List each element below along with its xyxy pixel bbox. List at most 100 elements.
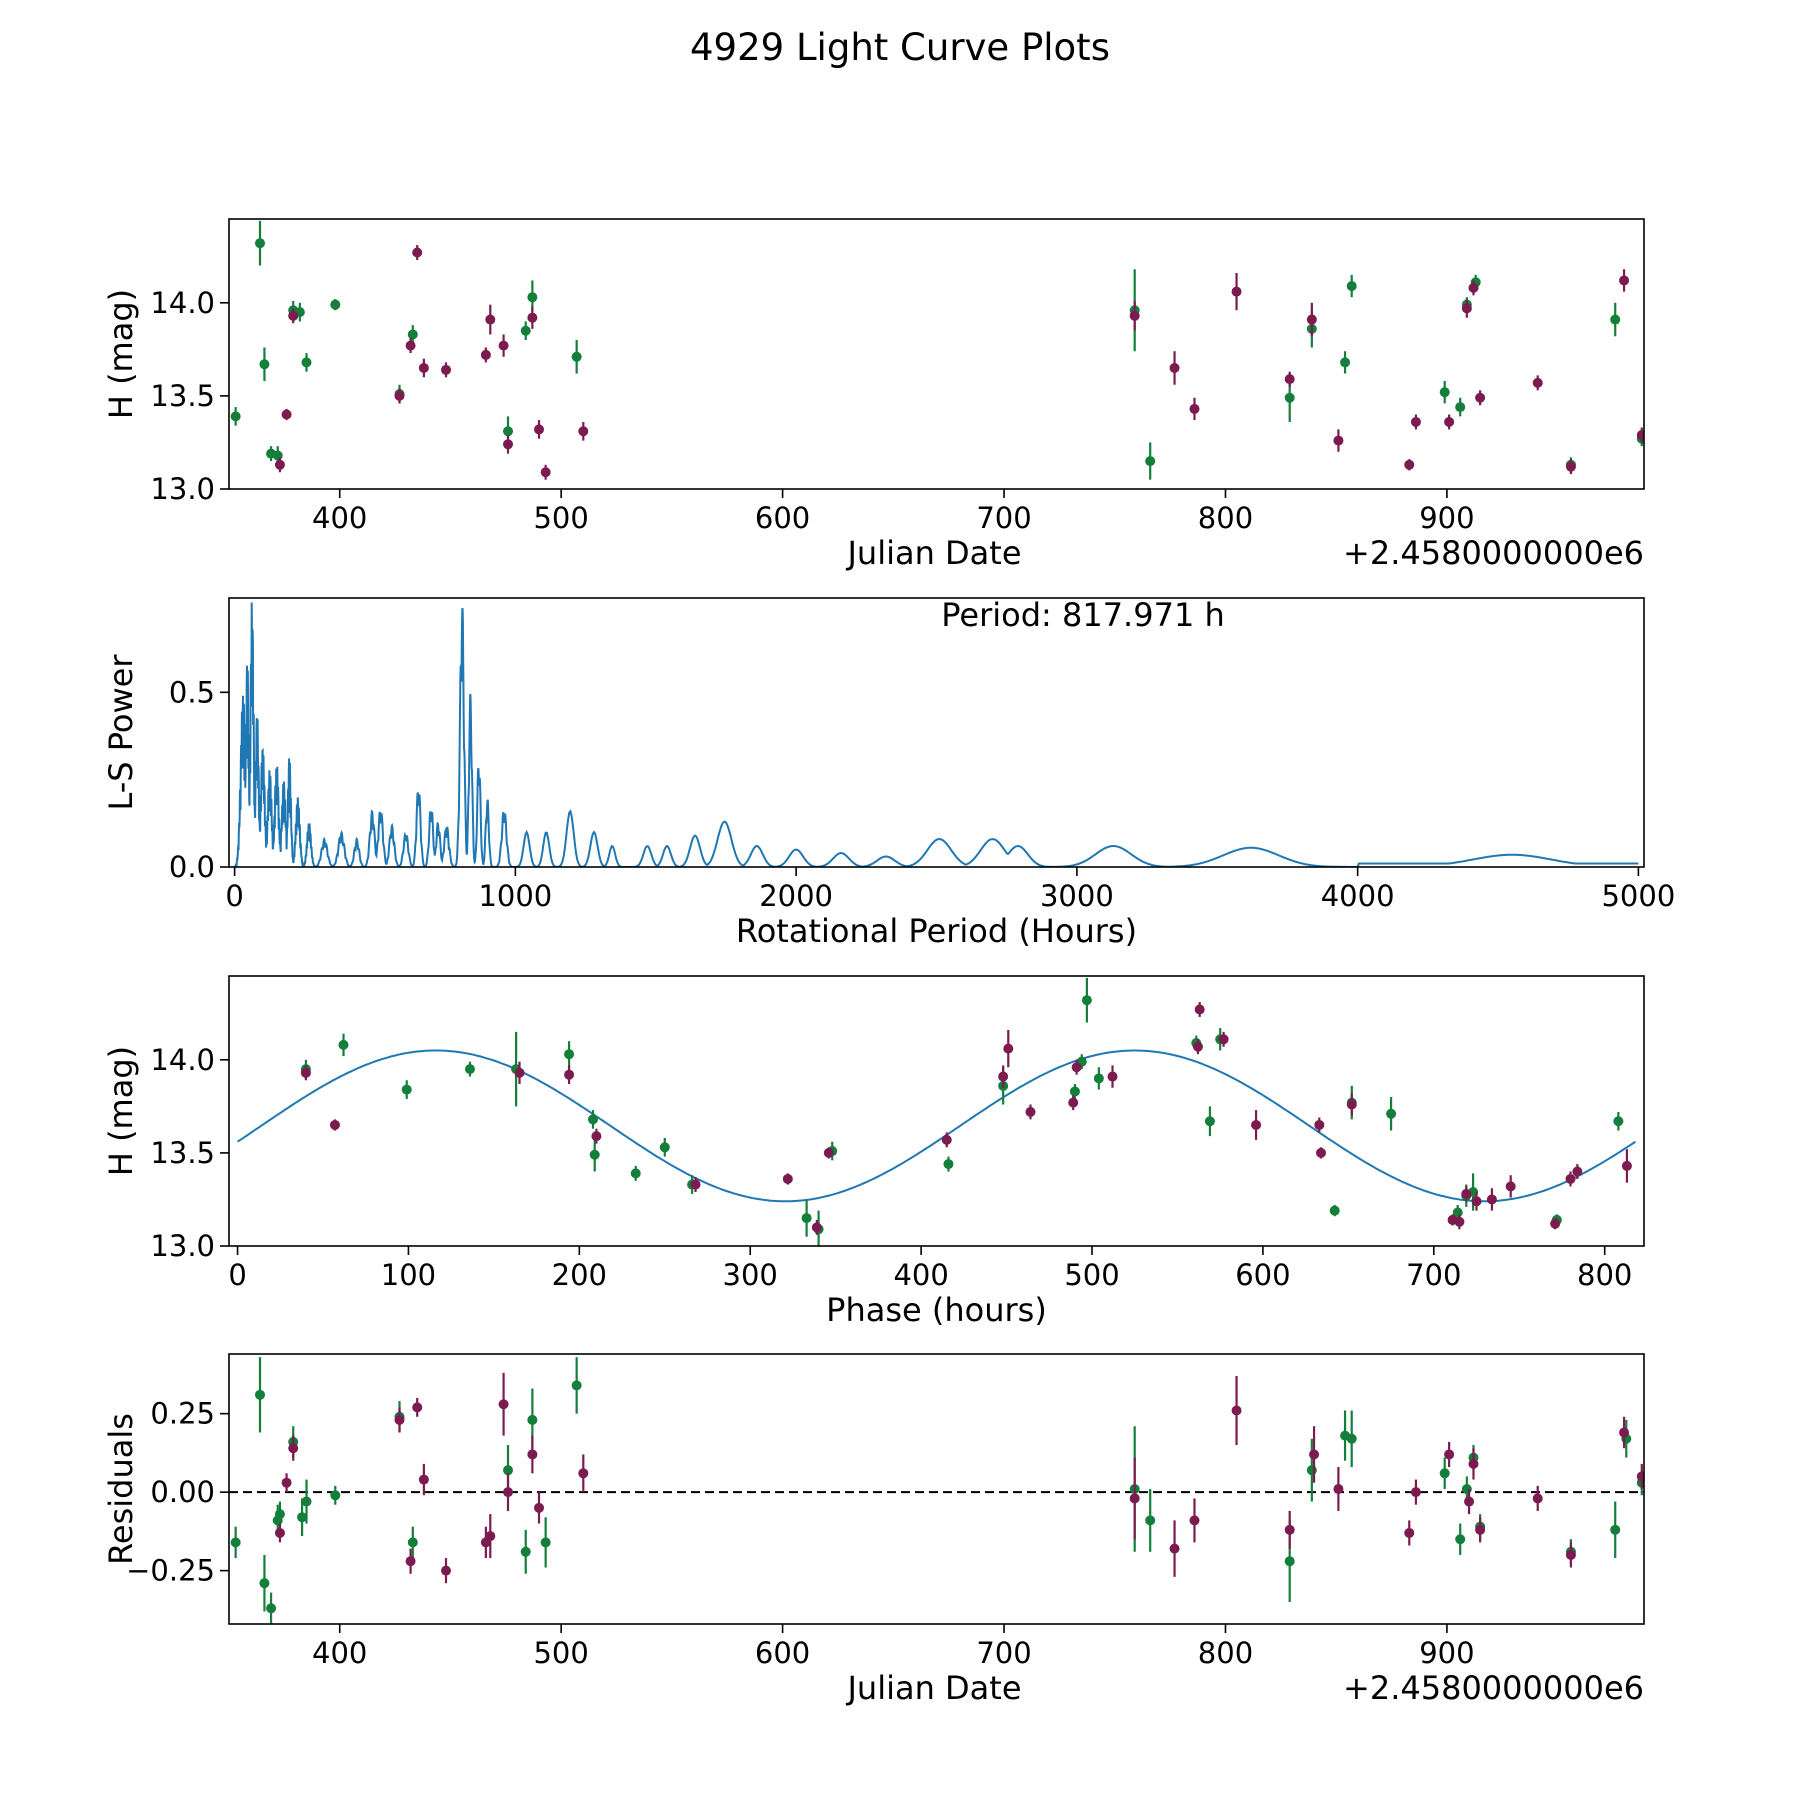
x-axis-label: Phase (hours) [826, 1291, 1047, 1329]
data-point [941, 1134, 952, 1145]
x-tick-label: 600 [755, 1636, 810, 1670]
y-tick-label: 14.0 [150, 1043, 215, 1077]
periodogram-panel: 0 1000 2000 3000 4000 5000 0.0 0.5 Rotational Pe… [102, 596, 1675, 950]
data-point [1404, 459, 1415, 470]
data-point [1404, 1527, 1415, 1538]
data-point [1486, 1194, 1497, 1205]
y-axis-label: H (mag) [102, 1046, 140, 1176]
data-point [1169, 362, 1180, 373]
data-point [588, 1114, 599, 1125]
data-point [1346, 1433, 1357, 1444]
data-point [281, 409, 292, 420]
data-point [527, 312, 538, 323]
data-point [1025, 1106, 1036, 1117]
data-point [503, 1465, 514, 1476]
data-point [534, 1502, 545, 1513]
plot-area [236, 977, 1637, 1246]
data-point [1069, 1086, 1080, 1097]
data-point [1340, 357, 1351, 368]
data-point [1346, 1099, 1357, 1110]
x-tick-label: 900 [1419, 1636, 1474, 1670]
data-point [330, 299, 341, 310]
data-point [480, 349, 491, 360]
data-point [464, 1064, 475, 1075]
data-point [1003, 1043, 1014, 1054]
data-point [1309, 1449, 1320, 1460]
data-point [578, 426, 589, 437]
data-point [527, 1414, 538, 1425]
data-point [274, 1527, 285, 1538]
x-tick-label: 4000 [1321, 879, 1395, 913]
x-tick-label: 700 [1406, 1258, 1461, 1292]
data-point [564, 1049, 575, 1060]
x-tick-label: 2000 [759, 879, 833, 913]
data-point [288, 310, 299, 321]
data-point [1565, 1549, 1576, 1560]
data-point [1231, 286, 1242, 297]
data-point [288, 1443, 299, 1454]
x-tick-label: 300 [723, 1258, 778, 1292]
data-point [1565, 1173, 1576, 1184]
data-point [418, 1474, 429, 1485]
data-point [405, 1556, 416, 1567]
data-point [301, 1496, 312, 1507]
y-tick-label: 0.00 [150, 1475, 215, 1509]
y-tick-label: 0.0 [169, 850, 215, 884]
x-tick-label: 800 [1198, 1636, 1253, 1670]
fit-curve [236, 1049, 1637, 1203]
data-point [230, 411, 241, 422]
data-point [630, 1168, 641, 1179]
x-tick-label: 0 [228, 1258, 246, 1292]
data-point [690, 1179, 701, 1190]
data-point [1468, 1458, 1479, 1469]
data-point [230, 1537, 241, 1548]
y-tick-label: 14.0 [150, 286, 215, 320]
data-point [1314, 1119, 1325, 1130]
data-point [811, 1222, 822, 1233]
x-tick-label: 800 [1577, 1258, 1632, 1292]
x-tick-label: 400 [312, 501, 367, 535]
data-point [1194, 1004, 1205, 1015]
data-point [1454, 1216, 1465, 1227]
data-point [297, 1512, 308, 1523]
data-point [540, 467, 551, 478]
data-point [1461, 1188, 1472, 1199]
data-point [571, 351, 582, 362]
data-point [300, 1067, 311, 1078]
data-point [1464, 1496, 1475, 1507]
data-point [394, 390, 405, 401]
data-point [418, 362, 429, 373]
data-point [255, 1389, 266, 1400]
data-point [401, 1084, 412, 1095]
data-point [782, 1173, 793, 1184]
data-point [801, 1213, 812, 1224]
data-point [571, 1380, 582, 1391]
data-point [1444, 1449, 1455, 1460]
axes-frame [228, 218, 1645, 490]
data-point [1410, 1487, 1421, 1498]
y-tick-label: 13.0 [150, 1229, 215, 1263]
data-point [1613, 1116, 1624, 1127]
data-point [1455, 1534, 1466, 1545]
data-point [1145, 1515, 1156, 1526]
data-point [659, 1142, 670, 1153]
data-point [1107, 1071, 1118, 1082]
x-tick-label: 5000 [1601, 879, 1675, 913]
data-point [520, 1546, 531, 1557]
data-point [1475, 1524, 1486, 1535]
plot-area [233, 602, 1639, 867]
axes-frame [228, 597, 1645, 868]
data-point [1129, 310, 1140, 321]
data-point [943, 1159, 954, 1170]
data-point [330, 1490, 341, 1501]
data-point [1071, 1062, 1082, 1073]
x-axis-label: Julian Date [845, 1669, 1021, 1707]
data-point [1284, 392, 1295, 403]
data-point [259, 359, 270, 370]
phased-curve-panel: 0 100 200 300 400 500 600 700 800 13.0 13.5 14.0 Pha… [102, 975, 1645, 1329]
data-point [274, 1509, 285, 1520]
y-tick-label: 13.5 [150, 379, 215, 413]
data-point [520, 325, 531, 336]
data-point [1129, 1493, 1140, 1504]
data-point [1189, 1515, 1200, 1526]
